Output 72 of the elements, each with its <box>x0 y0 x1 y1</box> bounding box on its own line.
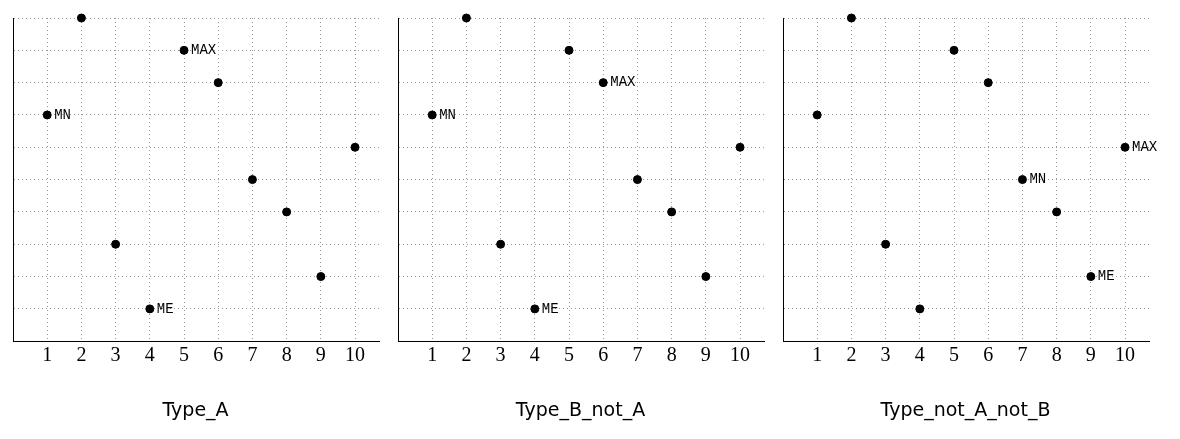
point <box>735 142 745 152</box>
point <box>701 272 711 282</box>
annotation: MAX <box>1132 138 1158 155</box>
point <box>949 45 959 55</box>
point <box>111 239 121 249</box>
text: Type_B_not_A <box>514 397 646 421</box>
x-tick-label: 9 <box>700 343 711 366</box>
annotation: MN <box>1029 171 1047 188</box>
point <box>496 239 506 249</box>
text: Type_A <box>161 397 229 421</box>
x-tick-label: 2 <box>461 343 472 366</box>
x-tick-label: 1 <box>812 343 823 366</box>
x-tick-label: 5 <box>949 343 960 366</box>
x-tick-label: 2 <box>846 343 857 366</box>
point <box>1120 142 1130 152</box>
point <box>1086 272 1096 282</box>
x-tick-label: 6 <box>598 343 609 366</box>
point <box>350 142 360 152</box>
x-tick-label: 3 <box>110 343 121 366</box>
point <box>145 304 155 314</box>
annotation: MAX <box>191 42 217 59</box>
point <box>427 110 437 120</box>
point <box>213 78 223 88</box>
point <box>632 175 642 185</box>
point <box>530 304 540 314</box>
point <box>247 175 257 185</box>
point <box>812 110 822 120</box>
x-tick-label: 9 <box>1085 343 1096 366</box>
point <box>316 272 326 282</box>
x-tick-label: 10 <box>1115 343 1136 366</box>
x-tick-label: 7 <box>632 343 643 366</box>
x-tick-label: 2 <box>76 343 87 366</box>
point <box>667 207 677 217</box>
x-tick-label: 7 <box>247 343 258 366</box>
x-tick-label: 10 <box>730 343 751 366</box>
point <box>461 13 471 23</box>
x-tick-label: 6 <box>983 343 994 366</box>
point <box>1017 175 1027 185</box>
annotation: MN <box>54 106 72 123</box>
annotation: MAX <box>610 74 637 91</box>
x-tick-label: 1 <box>427 343 438 366</box>
x-tick-label: 3 <box>495 343 506 366</box>
point <box>983 78 993 88</box>
x-tick-label: 9 <box>315 343 326 366</box>
x-tick-label: 3 <box>880 343 891 366</box>
x-tick-label: 4 <box>529 343 540 366</box>
annotation: ME <box>1097 268 1115 285</box>
point <box>564 45 574 55</box>
point <box>846 13 856 23</box>
point <box>881 239 891 249</box>
text: Type_not_A_not_B <box>879 397 1051 421</box>
x-tick-label: 4 <box>144 343 155 366</box>
x-tick-label: 1 <box>42 343 53 366</box>
annotation: MN <box>439 106 457 123</box>
point <box>598 78 608 88</box>
point <box>1052 207 1062 217</box>
x-tick-label: 5 <box>564 343 575 366</box>
point <box>282 207 292 217</box>
point <box>76 13 86 23</box>
x-tick-label: 10 <box>345 343 366 366</box>
x-tick-label: 4 <box>914 343 925 366</box>
x-tick-label: 7 <box>1017 343 1028 366</box>
x-tick-label: 5 <box>179 343 190 366</box>
annotation: ME <box>156 300 174 317</box>
x-tick-label: 8 <box>281 343 292 366</box>
annotation: ME <box>541 300 559 317</box>
point <box>42 110 52 120</box>
point <box>915 304 925 314</box>
x-tick-label: 8 <box>1051 343 1062 366</box>
x-tick-label: 8 <box>666 343 677 366</box>
x-tick-label: 6 <box>213 343 224 366</box>
point <box>179 45 189 55</box>
